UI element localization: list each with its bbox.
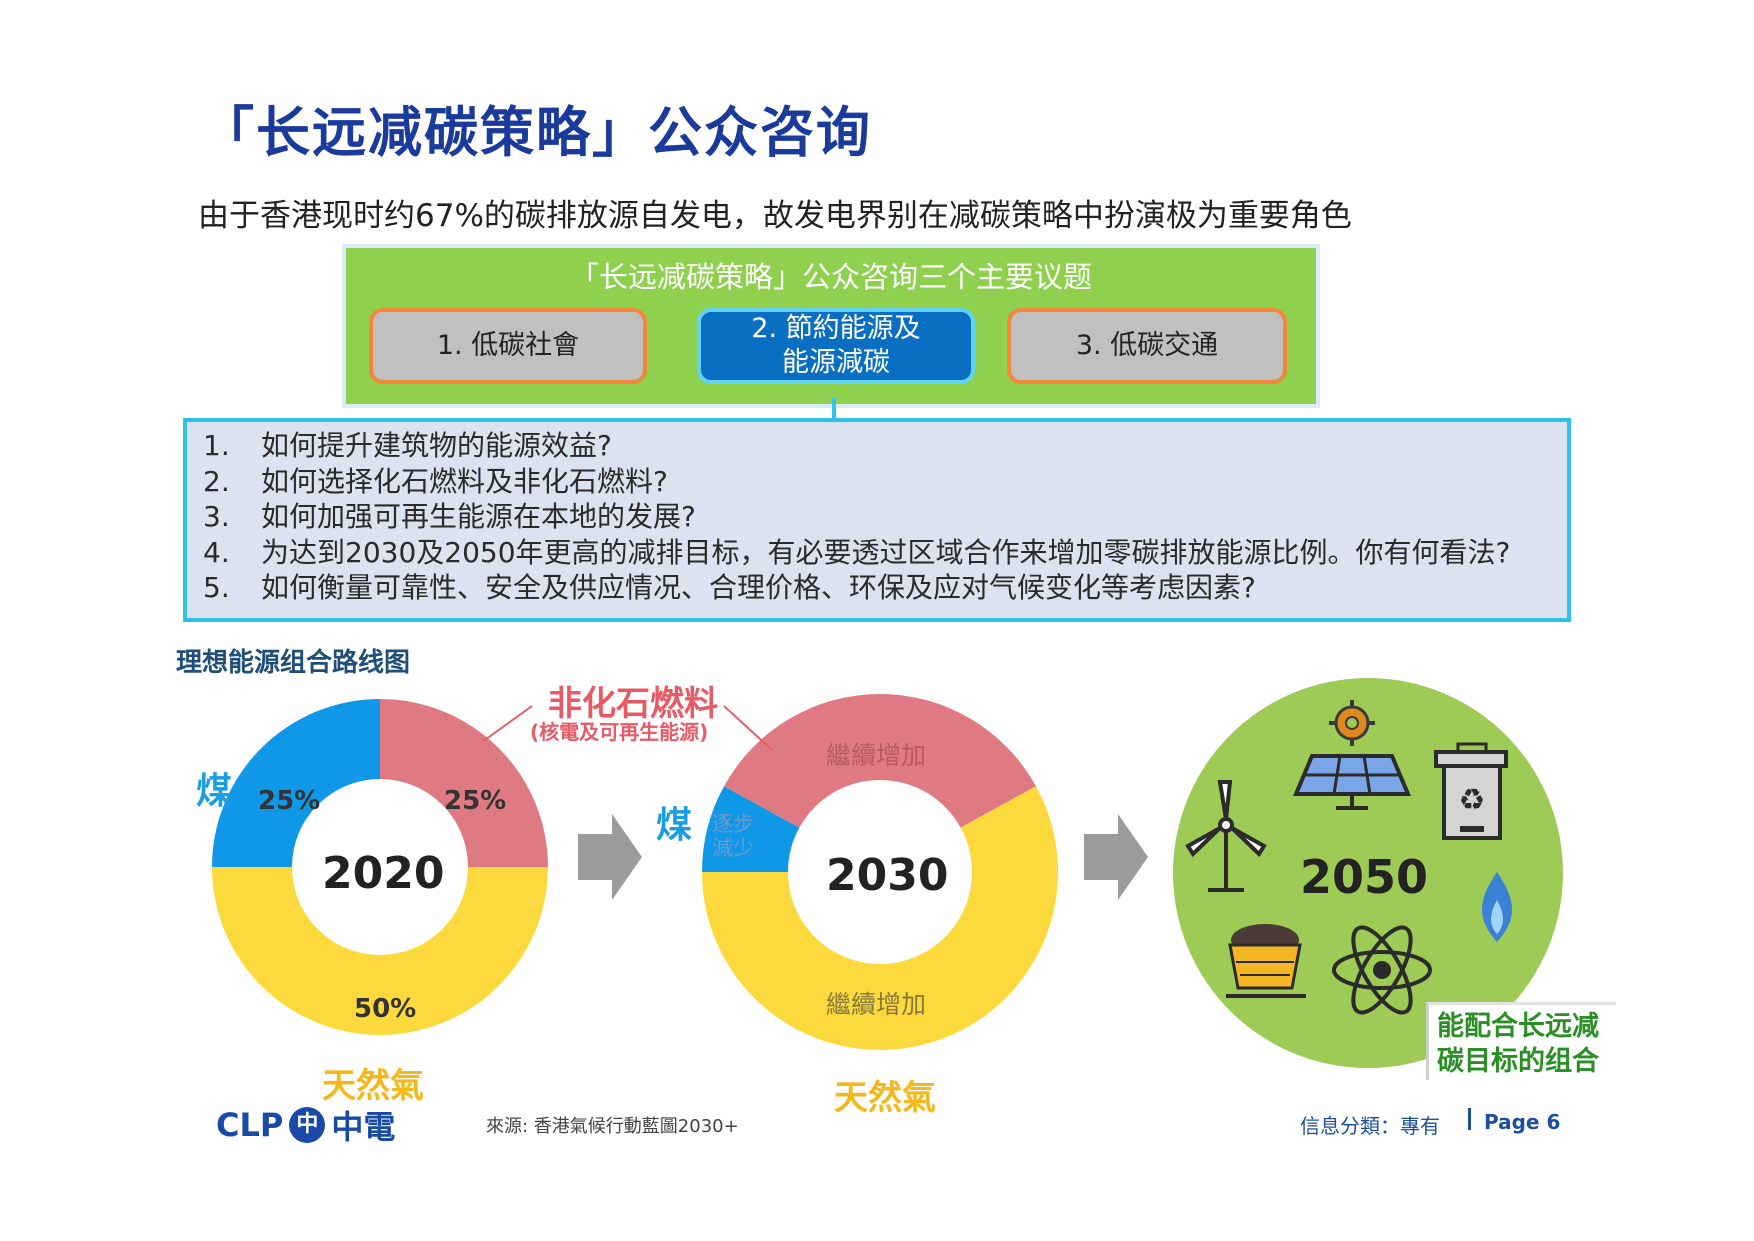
logo-text: CLP — [216, 1106, 284, 1144]
solar-panel-icon — [1292, 754, 1412, 810]
recycle-bin-icon: ♻ — [1434, 742, 1508, 840]
question-item: 1. 如何提升建筑物的能源效益? — [203, 429, 612, 462]
topic-energy-saving: 2. 節約能源及 能源減碳 — [697, 308, 975, 384]
donut-segment-coal — [702, 786, 800, 872]
page-title: 「长远减碳策略」公众咨询 — [200, 101, 872, 164]
year-2020-label: 2020 — [322, 848, 445, 899]
callout-line-2020 — [481, 705, 533, 743]
question-item: 2. 如何选择化石燃料及非化石燃料? — [203, 464, 668, 498]
arrow-right-icon — [578, 814, 642, 900]
segment-label-nonfossil-2030: 繼續增加 — [826, 741, 927, 770]
clp-logo: CLP 中 中電 — [216, 1102, 395, 1148]
segment-label-coal-2030: 逐步 減少 — [712, 812, 754, 860]
segment-label-gas-2030: 繼續增加 — [826, 990, 927, 1019]
question-item: 4. 为达到2030及2050年更高的减排目标，有必要透过区域合作来增加零碳排放能… — [203, 535, 1511, 569]
nonfossil-label: 非化石燃料 — [548, 684, 718, 724]
roadmap-title: 理想能源组合路线图 — [176, 648, 411, 678]
donut-segment-nonfossil — [380, 699, 548, 867]
coal-label-2030: 煤 — [656, 805, 693, 846]
donut-2030 — [702, 694, 1058, 1051]
topic-low-carbon-society: 1. 低碳社會 — [369, 308, 647, 384]
page-number: Page 6 — [1484, 1110, 1561, 1134]
page-subtitle: 由于香港现时约67%的碳排放源自发电，故发电界别在减碳策略中扮演极为重要角色 — [198, 198, 1352, 234]
logo-chinese: 中電 — [331, 1108, 396, 1146]
footer-divider — [1468, 1108, 1471, 1130]
donut-segment-coal — [212, 699, 380, 867]
topic-low-carbon-transport: 3. 低碳交通 — [1007, 308, 1287, 384]
segment-label-coal-2020: 25% — [258, 786, 321, 816]
donut-segment-nonfossil — [724, 694, 1036, 828]
svg-text:♻: ♻ — [1459, 783, 1486, 818]
gear-icon — [1329, 700, 1375, 746]
segment-label-nonfossil-2020: 25% — [444, 786, 507, 816]
question-item: 3. 如何加强可再生能源在本地的发展? — [203, 500, 696, 533]
2050-note: 能配合长远减 碳目标的组合 — [1426, 1002, 1616, 1080]
questions-panel: 1. 如何提升建筑物的能源效益? 2. 如何选择化石燃料及非化石燃料? 3. 如何加强… — [183, 418, 1571, 622]
arrow-right-icon — [1084, 814, 1148, 900]
logo-mark-icon: 中 — [289, 1107, 326, 1143]
donut-segment-gas — [702, 786, 1058, 1051]
coal-label-2020: 煤 — [196, 771, 233, 812]
donut-2020 — [212, 699, 548, 1035]
nonfossil-sublabel: (核電及可再生能源) — [530, 720, 709, 744]
coal-cart-icon — [1226, 924, 1306, 998]
wind-turbine-icon — [1185, 780, 1267, 892]
classification-label: 信息分類：專有 — [1300, 1114, 1440, 1138]
source-note: 來源: 香港氣候行動藍圖2030+ — [486, 1116, 739, 1137]
callout-line-2030 — [723, 705, 773, 751]
gas-flame-icon — [1481, 872, 1513, 942]
gas-label-2020: 天然氣 — [322, 1066, 424, 1106]
consultation-topics-panel: 「长远减碳策略」公众咨询三个主要议题 1. 低碳社會 2. 節約能源及 能源減碳… — [342, 244, 1320, 408]
donut-segment-gas — [212, 867, 548, 1035]
topic-connector-line — [832, 398, 836, 420]
year-2030-label: 2030 — [826, 850, 949, 901]
year-2050-label: 2050 — [1300, 850, 1429, 904]
gas-label-2030: 天然氣 — [834, 1078, 936, 1118]
atom-icon — [1332, 925, 1432, 1015]
consultation-heading: 「长远减碳策略」公众咨询三个主要议题 — [569, 260, 1092, 294]
question-item: 5. 如何衡量可靠性、安全及供应情况、合理价格、环保及应对气候变化等考虑因素? — [203, 571, 1256, 604]
segment-label-gas-2020: 50% — [354, 994, 417, 1024]
